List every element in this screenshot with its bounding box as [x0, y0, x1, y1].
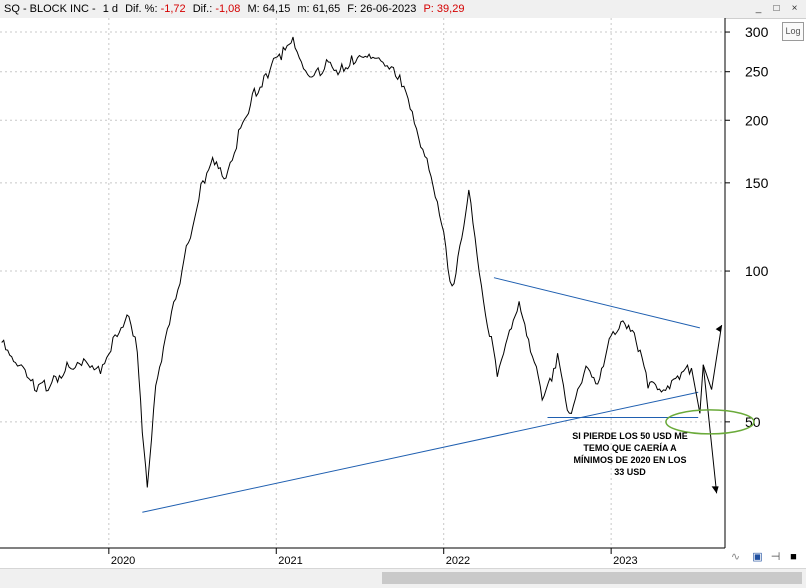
close-button[interactable]: × — [791, 3, 798, 14]
x-tick-label: 2021 — [278, 555, 302, 567]
price-line — [1, 36, 692, 488]
projection-line — [702, 364, 718, 494]
minimize-button[interactable]: _ — [755, 3, 762, 14]
x-tick-label: 2020 — [111, 555, 135, 567]
highlight-circle — [665, 409, 755, 435]
color-swatch-icon[interactable]: ■ — [790, 551, 797, 563]
trendline — [493, 277, 701, 329]
price-label: P: — [423, 3, 434, 15]
y-tick-label: 200 — [745, 112, 769, 128]
projection-line — [711, 325, 723, 390]
x-tick-label: 2023 — [613, 555, 637, 567]
pin-icon[interactable]: ⊣ — [770, 551, 781, 563]
y-tick-label: 100 — [745, 263, 769, 279]
projection-line — [699, 364, 704, 414]
x-tick-label: 2022 — [446, 555, 470, 567]
annotation-line: MÍNIMOS DE 2020 EN LOS — [573, 455, 687, 465]
min-label: m: — [297, 3, 310, 15]
annotation-line: TEMO QUE CAERÍA A — [583, 443, 677, 453]
trendline — [142, 391, 699, 513]
scrollbar-thumb[interactable] — [382, 572, 802, 584]
log-scale-toggle[interactable]: Log — [782, 22, 804, 41]
maximize-button[interactable]: □ — [773, 3, 780, 14]
projection-arrowhead — [711, 486, 719, 494]
dif-label: Dif.: — [192, 3, 213, 15]
annotation-line: 33 USD — [614, 467, 646, 477]
wave-icon[interactable]: ∿ — [730, 551, 741, 563]
date-value: 26-06-2023 — [360, 3, 417, 15]
horizontal-scrollbar[interactable] — [0, 568, 806, 588]
save-icon[interactable]: ▣ — [752, 551, 763, 563]
period-label: 1 d — [102, 3, 119, 15]
chart-annotation: SI PIERDE LOS 50 USD ME TEMO QUE CAERÍA … — [560, 430, 700, 478]
date-label: F: — [347, 3, 358, 15]
symbol-label: SQ - BLOCK INC - — [4, 3, 96, 15]
y-tick-label: 250 — [745, 64, 769, 80]
dif-pct-label: Dif. %: — [125, 3, 158, 15]
price-chart[interactable]: 300 250 200 150 100 50 2020 2021 2022 2023 — [0, 18, 806, 568]
max-label: M: — [247, 3, 260, 15]
projection-arrowhead — [715, 325, 722, 333]
projection-line — [702, 364, 713, 390]
chart-header: SQ - BLOCK INC - 1 d Dif. %: -1,72 Dif.:… — [0, 0, 806, 19]
plot-area — [0, 18, 725, 548]
annotation-line: SI PIERDE LOS 50 USD ME — [572, 431, 688, 441]
dif-pct-value: -1,72 — [160, 3, 186, 15]
max-value: 64,15 — [262, 3, 291, 15]
projection-line — [691, 368, 701, 414]
y-tick-label: 300 — [745, 24, 769, 40]
y-tick-label: 150 — [745, 175, 769, 191]
y-tick-label: 50 — [745, 414, 761, 430]
min-value: 61,65 — [312, 3, 341, 15]
dif-value: -1,08 — [215, 3, 241, 15]
price-value: 39,29 — [436, 3, 465, 15]
